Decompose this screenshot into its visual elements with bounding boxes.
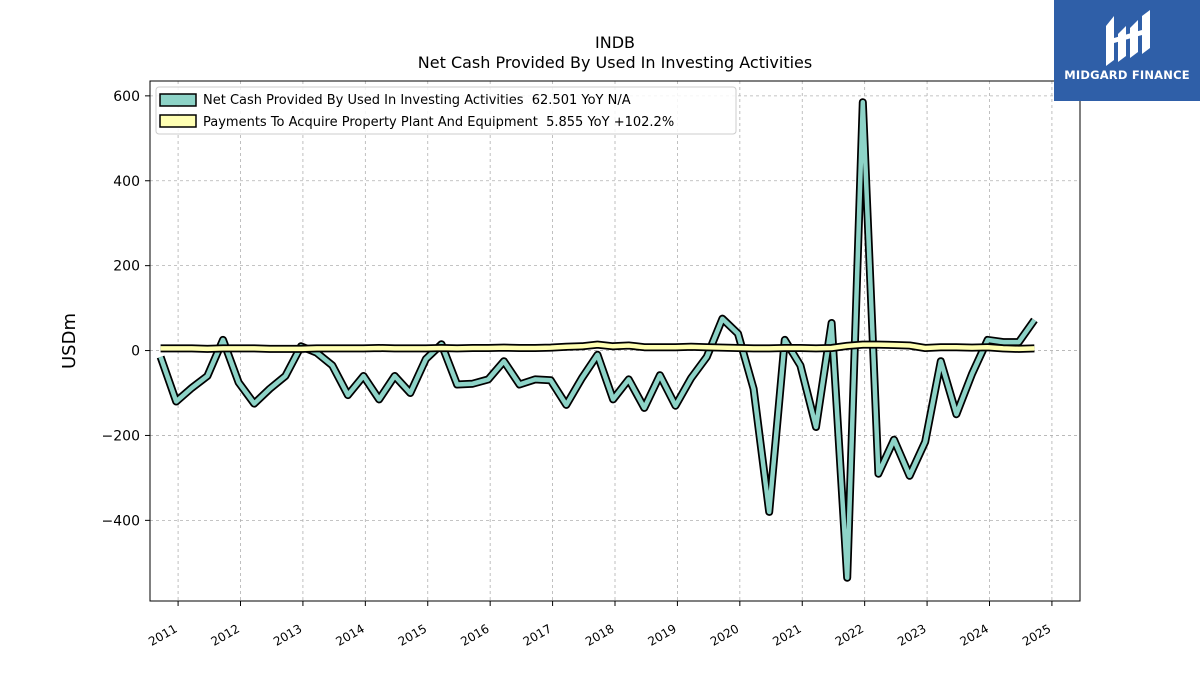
x-tick-label: 2017 xyxy=(521,621,554,648)
x-tick-label: 2024 xyxy=(958,621,991,648)
x-tick-label: 2022 xyxy=(833,621,866,648)
x-tick-label: 2018 xyxy=(583,621,616,648)
x-tick-label: 2020 xyxy=(708,621,741,648)
legend: Net Cash Provided By Used In Investing A… xyxy=(155,86,737,135)
x-tick-label: 2014 xyxy=(333,621,366,648)
legend-swatch-net-cash xyxy=(159,93,197,107)
series-line-1 xyxy=(160,342,1035,352)
y-tick-label: −200 xyxy=(102,428,140,444)
y-tick-label: 200 xyxy=(113,259,140,275)
legend-label-net-cash: Net Cash Provided By Used In Investing A… xyxy=(203,93,631,108)
x-tick-label: 2013 xyxy=(271,621,304,648)
series-line-0 xyxy=(158,99,1037,580)
y-axis-label: USDm xyxy=(59,313,80,369)
x-tick-label: 2025 xyxy=(1020,621,1053,648)
x-tick-label: 2012 xyxy=(209,621,242,648)
series-layer xyxy=(156,98,1038,582)
y-tick-label: 600 xyxy=(113,89,140,105)
brand-name: MIDGARD FINANCE xyxy=(1064,68,1190,82)
x-tick-label: 2016 xyxy=(458,621,491,648)
midgard-logo-icon xyxy=(1106,10,1150,66)
x-tick-label: 2023 xyxy=(895,621,928,648)
y-axis: −400 −200 0 200 400 600 xyxy=(102,89,150,529)
series-outline-0 xyxy=(156,98,1038,582)
y-tick-label: 400 xyxy=(113,174,140,190)
y-tick-label: 0 xyxy=(131,344,140,360)
x-tick-label: 2015 xyxy=(396,621,429,648)
y-tick-label: −400 xyxy=(102,513,140,529)
chart-title: INDB xyxy=(595,33,635,52)
x-tick-label: 2021 xyxy=(770,621,803,648)
legend-label-capex: Payments To Acquire Property Plant And E… xyxy=(203,115,674,130)
x-tick-label: 2019 xyxy=(645,621,678,648)
chart-subtitle: Net Cash Provided By Used In Investing A… xyxy=(418,53,812,72)
x-axis: 2011 2012 2013 2014 2015 2016 2017 2018 2019 2020… xyxy=(146,601,1053,649)
grid xyxy=(150,81,1080,601)
legend-frame xyxy=(155,86,737,135)
legend-swatch-capex xyxy=(159,114,197,128)
x-tick-label: 2011 xyxy=(146,621,179,648)
brand-logo: MIDGARD FINANCE xyxy=(1054,0,1200,101)
